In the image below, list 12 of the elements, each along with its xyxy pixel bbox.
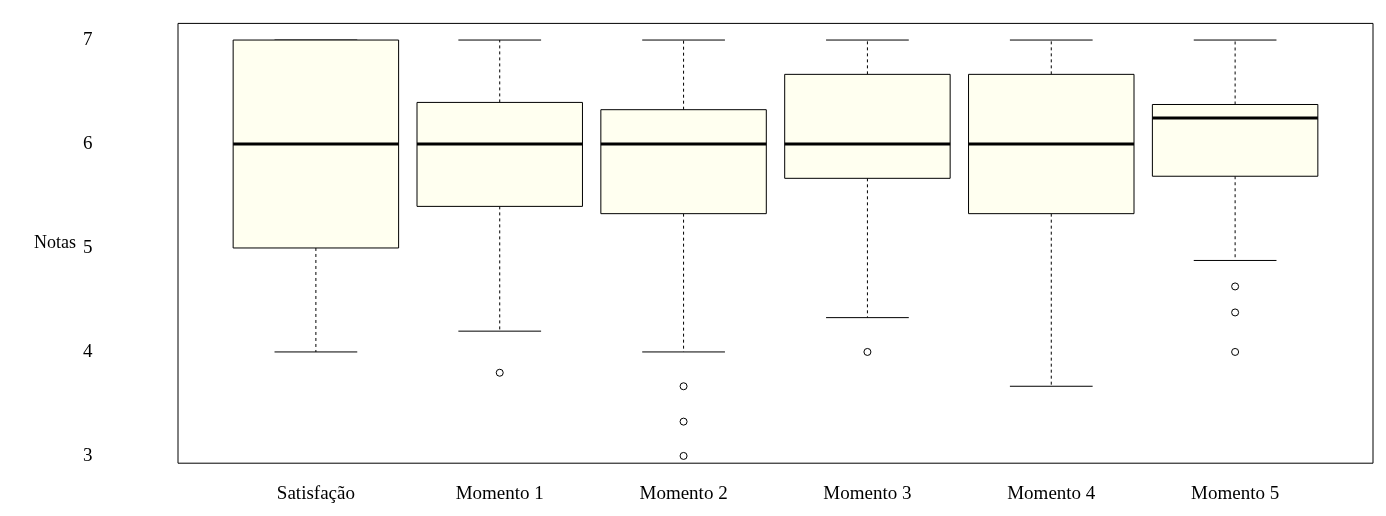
- y-tick-label: 6: [83, 131, 93, 153]
- y-tick-label: 4: [83, 339, 93, 361]
- x-tick-label: Momento 2: [639, 481, 728, 503]
- x-tick-label: Satisfação: [276, 481, 355, 503]
- x-tick-label: Momento 4: [1007, 481, 1096, 503]
- x-tick-label: Momento 3: [823, 481, 912, 503]
- y-axis-title: Notas: [34, 232, 76, 253]
- x-tick-label: Momento 1: [455, 481, 544, 503]
- y-tick-label: 7: [83, 28, 93, 50]
- y-tick-label: 5: [83, 235, 93, 257]
- y-tick-label: 3: [83, 443, 93, 465]
- x-tick-label: Momento 5: [1191, 481, 1280, 503]
